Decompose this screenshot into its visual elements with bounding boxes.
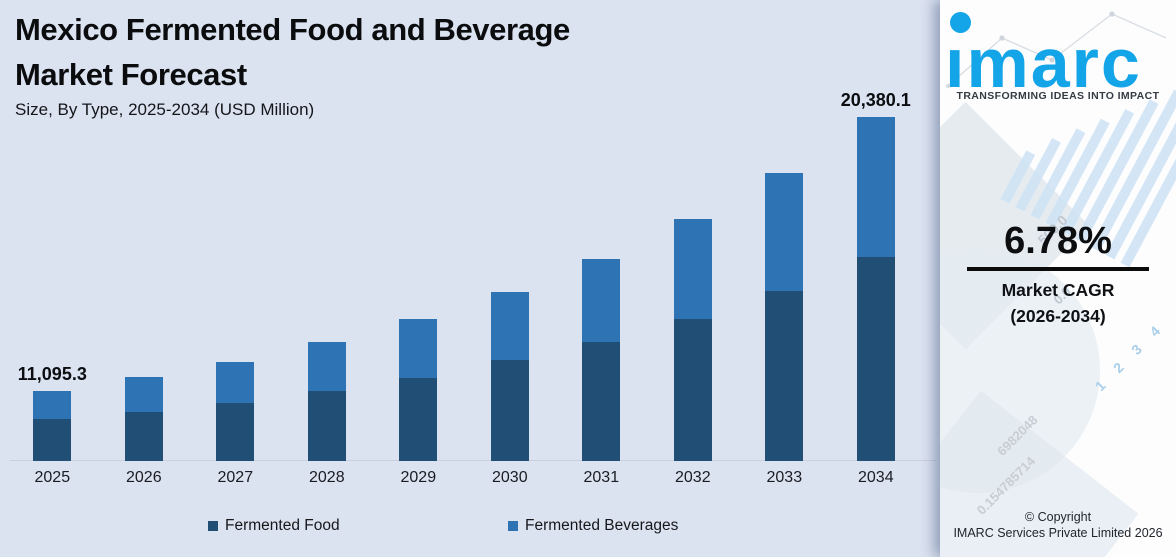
x-axis-line (10, 460, 936, 461)
x-axis-label-2033: 2033 (766, 469, 803, 486)
chart-title-line1: Mexico Fermented Food and Beverage (15, 12, 570, 47)
cagr-period: (2026-2034) (1010, 306, 1106, 326)
bar-segment-fermented-beverages-2030 (490, 292, 529, 360)
logo-text: ımarc (945, 24, 1142, 102)
imarc-logo: ımarc (940, 0, 1176, 110)
bar-segment-fermented-food-2034 (856, 257, 895, 461)
copyright-line1: © Copyright (1024, 510, 1092, 524)
legend-swatch-fermented-food-icon (208, 521, 218, 531)
legend-label-fermented-beverages: Fermented Beverages (525, 517, 679, 534)
cagr-value: 6.78% (1004, 220, 1112, 262)
x-axis-label-2031: 2031 (583, 469, 620, 486)
brand-sidebar: 500.0 0.0 1 2 3 4 6982048 0.154785714 ım… (940, 0, 1176, 557)
legend-swatch-fermented-beverages-icon (508, 521, 518, 531)
chart-title-line2: Market Forecast (15, 57, 247, 92)
x-axis-label-2030: 2030 (492, 469, 528, 486)
x-axis-label-2034: 2034 (858, 469, 894, 486)
x-axis-label-2026: 2026 (126, 469, 162, 486)
x-axis-label-2032: 2032 (675, 469, 711, 486)
cagr-divider (967, 267, 1149, 271)
chart-panel: Mexico Fermented Food and Beverage Marke… (10, 7, 936, 535)
bar-segment-fermented-food-2030 (490, 360, 529, 461)
decor-number-1234: 1 2 3 4 (1091, 317, 1169, 395)
decor-number-6982048: 6982048 (994, 412, 1041, 459)
x-axis-label-2027: 2027 (217, 469, 254, 486)
bar-segment-fermented-food-2029 (399, 377, 438, 461)
bar-segment-fermented-food-2033 (765, 291, 804, 461)
bar-segment-fermented-beverages-2025 (33, 391, 72, 420)
bar-segment-fermented-food-2028 (307, 391, 346, 461)
bar-segment-fermented-food-2026 (124, 411, 163, 461)
plot-area: 2025 11,095.3 2026 2027 2028 2029 2030 2031 2032… (10, 90, 936, 486)
cagr-label: Market CAGR (1001, 280, 1115, 300)
bar-segment-fermented-food-2032 (673, 319, 712, 461)
bar-total-label-2025: 11,095.3 (17, 364, 87, 384)
bar-segment-fermented-food-2025 (33, 419, 72, 461)
bar-segment-fermented-beverages-2026 (124, 376, 163, 412)
x-axis-label-2025: 2025 (34, 469, 71, 486)
legend-item-fermented-food: Fermented Food (208, 517, 340, 535)
decor-number-015: 0.154785714 (973, 453, 1039, 518)
legend-item-fermented-beverages: Fermented Beverages (508, 517, 678, 535)
bar-segment-fermented-food-2031 (582, 341, 621, 461)
chart-title: Mexico Fermented Food and Beverage Marke… (15, 7, 735, 97)
bar-segment-fermented-beverages-2029 (399, 319, 438, 378)
chart-subtitle: Size, By Type, 2025-2034 (USD Million) (15, 100, 315, 119)
bar-segment-fermented-beverages-2027 (216, 362, 255, 403)
legend-label-fermented-food: Fermented Food (225, 517, 340, 534)
bar-segment-fermented-beverages-2031 (582, 259, 621, 342)
x-axis-label-2029: 2029 (400, 469, 437, 486)
copyright-notice: © Copyright IMARC Services Private Limit… (940, 509, 1176, 541)
bar-segment-fermented-food-2027 (216, 402, 255, 461)
bar-total-label-2034: 20,380.1 (840, 89, 911, 110)
x-axis-label-2028: 2028 (309, 469, 345, 486)
copyright-line2: IMARC Services Private Limited 2026 (953, 526, 1163, 540)
bar-segment-fermented-beverages-2034 (856, 116, 895, 258)
bar-segment-fermented-beverages-2033 (765, 173, 804, 291)
bar-segment-fermented-beverages-2028 (307, 342, 346, 391)
bar-segment-fermented-beverages-2032 (673, 218, 712, 319)
